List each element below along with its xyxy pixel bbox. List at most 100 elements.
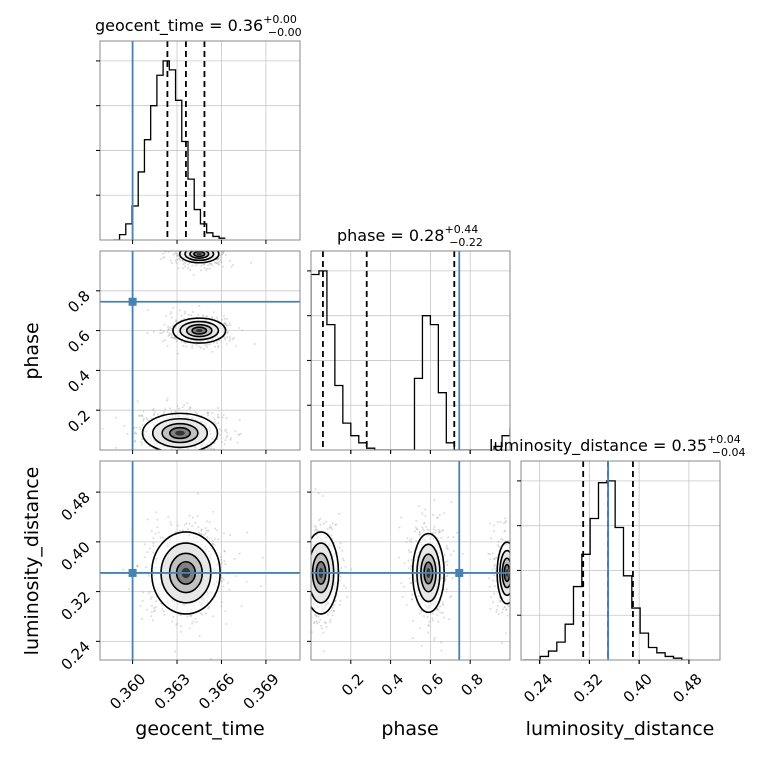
sample-point <box>196 245 198 247</box>
sample-point <box>194 457 196 459</box>
sample-point <box>175 340 178 343</box>
sample-point <box>445 547 448 550</box>
sample-point <box>217 248 219 250</box>
sample-point <box>313 525 316 528</box>
sample-point <box>191 524 194 527</box>
sample-point <box>221 252 224 255</box>
sample-point <box>232 337 235 339</box>
x-tick-label-luminosity_distance: 0.32 <box>570 670 606 706</box>
sample-point <box>138 414 141 417</box>
title-geocent-time: geocent_time = 0.36+0.00 −0.00 <box>95 13 302 39</box>
sample-point <box>315 615 318 618</box>
sample-point <box>162 330 165 333</box>
sample-point <box>238 418 241 421</box>
sample-point <box>213 421 216 423</box>
truth-marker <box>128 297 137 306</box>
sample-point <box>204 612 207 615</box>
sample-point <box>149 590 152 593</box>
sample-point <box>511 577 513 579</box>
sample-point <box>218 428 221 431</box>
sample-point <box>245 580 248 583</box>
sample-point <box>122 568 125 571</box>
xlabel-geocent-time: geocent_time <box>135 718 264 740</box>
sample-point <box>415 540 418 542</box>
sample-point <box>167 515 170 518</box>
sample-point <box>309 552 311 554</box>
sample-point <box>198 305 201 307</box>
sample-point <box>175 252 178 255</box>
sample-point <box>222 265 225 268</box>
sample-point <box>221 318 224 321</box>
sample-point <box>192 249 194 251</box>
sample-point <box>212 615 214 618</box>
sample-point <box>515 564 517 566</box>
sample-point <box>319 523 322 526</box>
sample-point <box>518 526 520 528</box>
sample-point <box>422 528 424 531</box>
sample-point <box>493 524 496 527</box>
sample-point <box>307 586 309 588</box>
sample-point <box>226 431 228 434</box>
sample-point <box>433 499 436 502</box>
sample-point <box>144 556 146 559</box>
sample-point <box>437 531 440 534</box>
sample-point <box>174 530 177 533</box>
sample-point <box>133 432 136 435</box>
sample-point <box>192 661 194 663</box>
sample-point <box>496 604 499 607</box>
sample-point <box>421 526 424 529</box>
sample-point <box>516 568 518 570</box>
sample-point <box>190 244 192 246</box>
sample-point <box>326 613 329 616</box>
sample-point <box>512 539 514 541</box>
sample-point <box>224 323 227 326</box>
sample-point <box>436 516 438 519</box>
sample-point <box>334 599 337 602</box>
sample-point <box>192 274 195 276</box>
sample-point <box>221 253 223 256</box>
sample-point <box>181 406 184 409</box>
sample-point <box>515 589 517 591</box>
sample-point <box>515 541 517 543</box>
x-tick-label-geocent_time: 0.366 <box>195 670 238 713</box>
sample-point <box>304 583 306 585</box>
sample-point <box>222 578 225 581</box>
sample-point <box>516 581 518 583</box>
sample-point <box>179 258 181 261</box>
sample-point <box>503 522 505 525</box>
sample-point <box>212 510 215 513</box>
sample-point <box>433 531 436 534</box>
sample-point <box>135 564 138 567</box>
sample-point <box>409 581 412 584</box>
sample-point <box>224 610 227 613</box>
panel-frame <box>99 40 301 241</box>
sample-point <box>214 422 217 425</box>
sample-point <box>328 621 331 624</box>
sample-point <box>178 529 181 532</box>
sample-point <box>410 598 413 601</box>
sample-point <box>197 245 199 247</box>
sample-point <box>206 536 209 539</box>
sample-point <box>151 409 154 412</box>
sample-point <box>408 539 411 542</box>
sample-point <box>154 606 157 609</box>
sample-point <box>168 332 171 335</box>
sample-point <box>305 599 307 601</box>
sample-point <box>229 534 232 537</box>
sample-point <box>223 532 225 535</box>
sample-point <box>145 566 147 569</box>
sample-point <box>187 263 189 266</box>
sample-point <box>135 432 138 435</box>
sample-point <box>222 413 225 416</box>
sample-point <box>209 246 211 248</box>
sample-point <box>408 577 411 580</box>
sample-point <box>210 244 212 246</box>
contour-line <box>184 251 215 262</box>
sample-point <box>188 245 190 247</box>
sample-point <box>169 521 172 524</box>
sample-point <box>166 344 169 347</box>
sample-point <box>308 578 310 580</box>
sample-point <box>145 608 148 611</box>
sample-point <box>200 264 203 267</box>
sample-point <box>304 606 306 608</box>
